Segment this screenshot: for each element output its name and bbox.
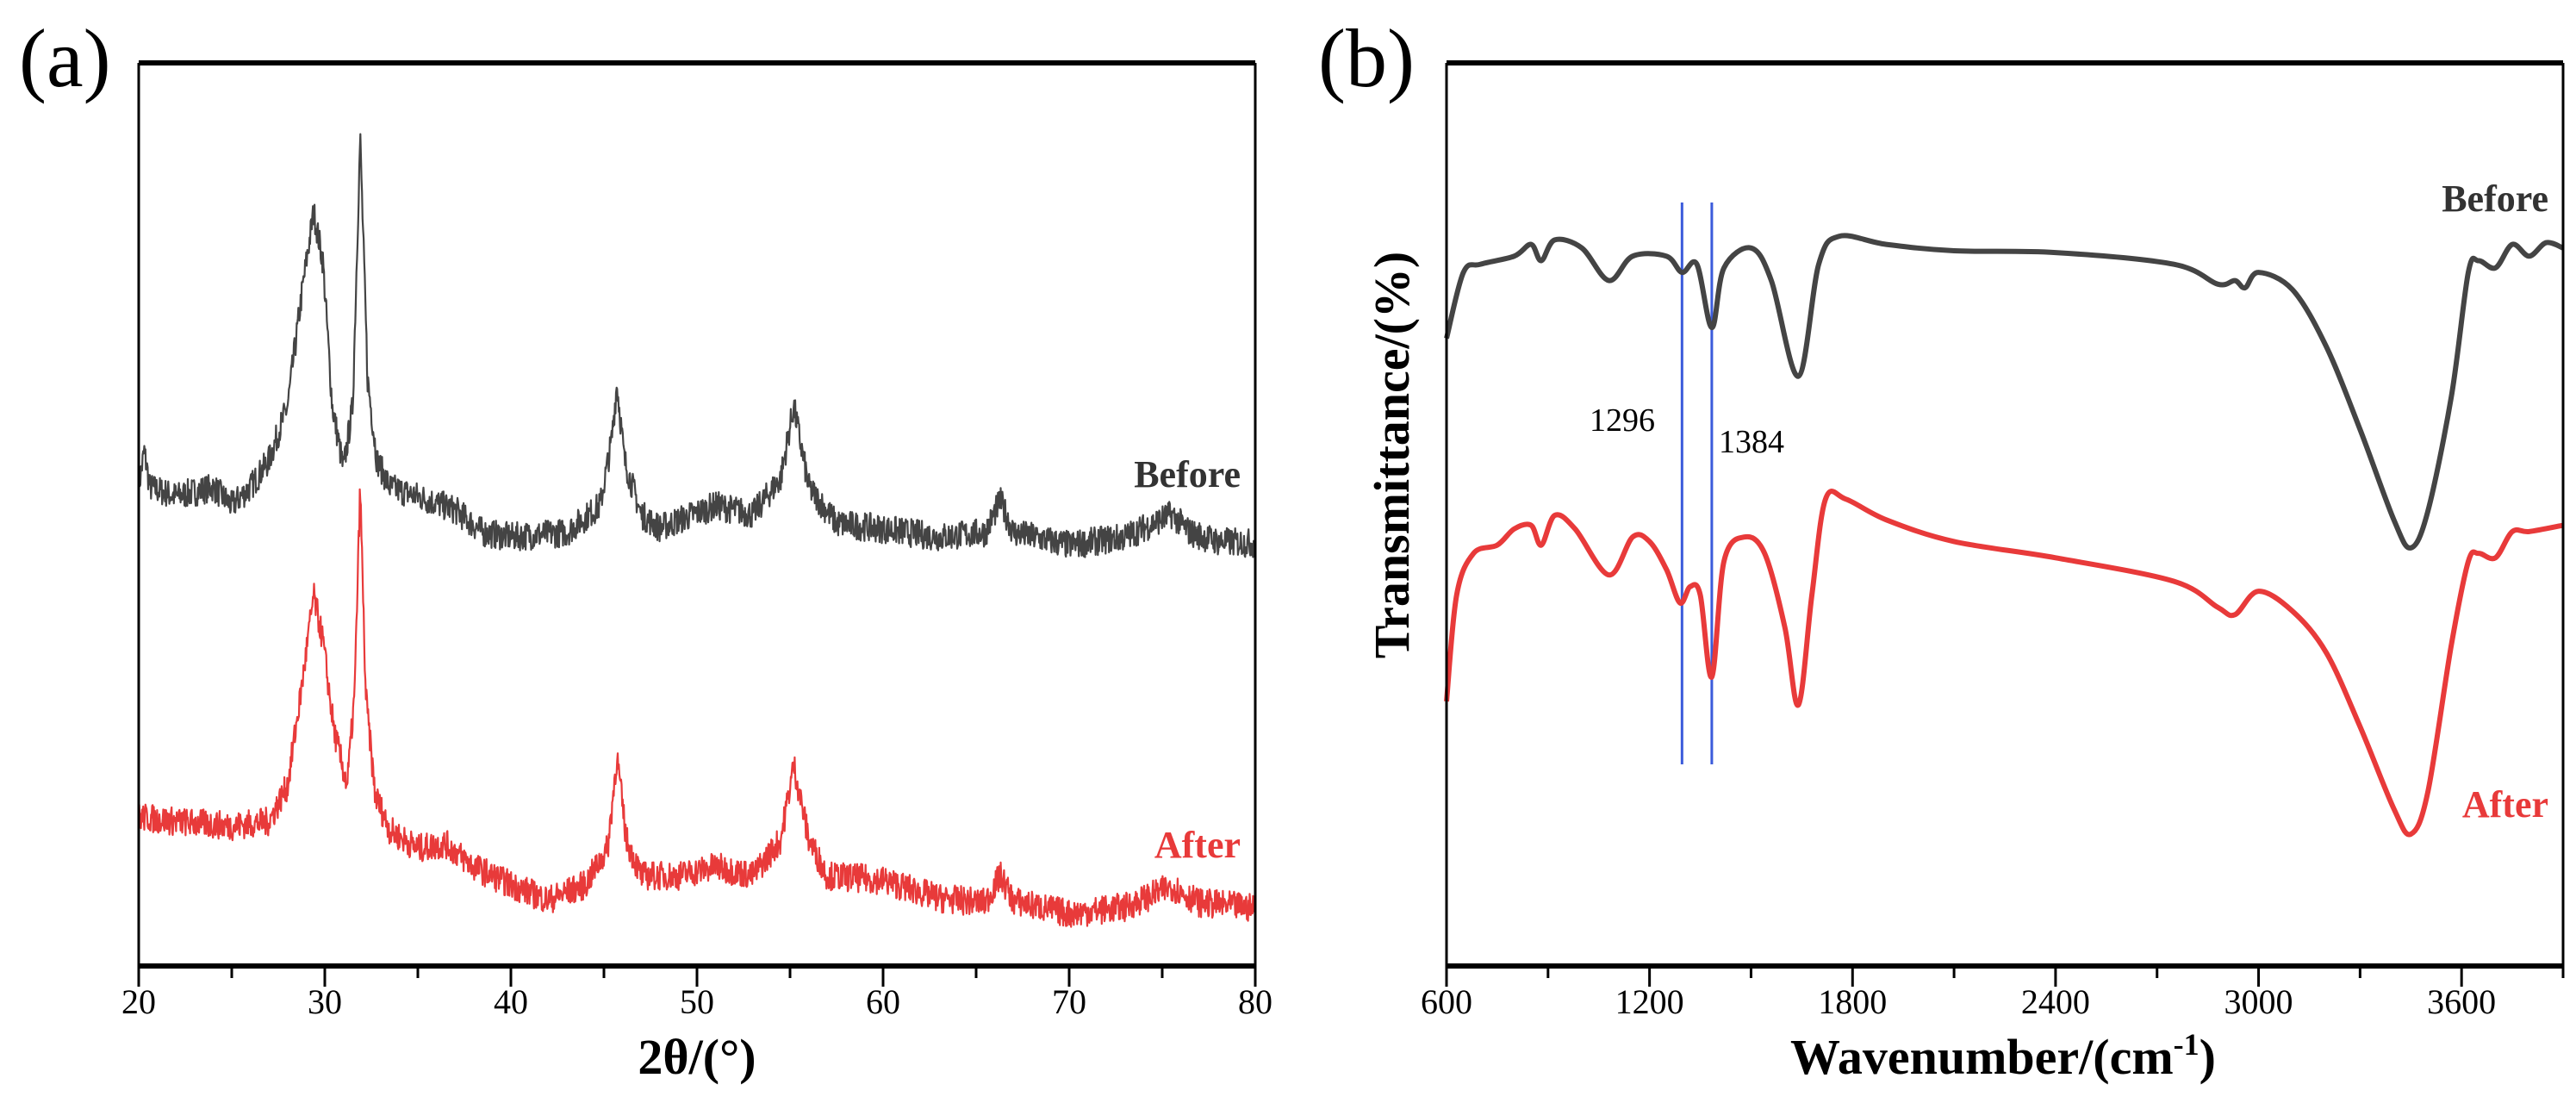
ftir-x-axis-title: Wavenumber/(cm-1) [1790,1027,2216,1085]
ftir-marker-lines [1680,203,1714,764]
x-tick-label: 3600 [2427,982,2496,1021]
ftir-label-after: After [2462,783,2548,826]
marker-label-1296: 1296 [1590,402,1655,439]
ftir-x-ticks: 600 1200 1800 2400 3000 3600 [1421,966,2565,1021]
x-tick-label: 50 [680,982,714,1021]
xrd-label-before: Before [1134,453,1241,495]
ftir-series-before-line [1444,233,2565,551]
marker-label-1384: 1384 [1719,424,1784,460]
x-tick-label: 70 [1052,982,1086,1021]
panel-label-a: (a) [19,12,111,104]
xrd-label-after: After [1154,824,1241,866]
panel-label-b: (b) [1318,12,1415,104]
ftir-x-axis-title-end: ) [2200,1029,2216,1085]
x-tick-label: 600 [1421,982,1472,1021]
ftir-axes-frame [1445,60,2565,969]
x-tick-label: 40 [494,982,528,1021]
ftir-series-group [1444,233,2565,838]
xrd-series-after-line [137,488,1257,928]
x-tick-label: 20 [121,982,156,1021]
x-tick-label: 1800 [1818,982,1887,1021]
ftir-panel: (b) 600 1200 1800 2400 3000 3600 1296 1384 Be… [1318,12,2565,1085]
xrd-x-axis-title: 2θ/(°) [638,1029,756,1085]
x-tick-label: 80 [1238,982,1272,1021]
x-tick-label: 1200 [1615,982,1684,1021]
ftir-y-axis-title: Transmittance/(%) [1364,252,1420,659]
xrd-x-ticks: 20 30 40 50 60 70 80 [121,966,1272,1021]
ftir-x-axis-title-sup: -1 [2174,1027,2200,1062]
x-tick-label: 3000 [2224,982,2293,1021]
xrd-series-before-line [137,133,1257,558]
ftir-series-after-line [1444,489,2564,838]
ftir-label-before: Before [2442,178,2548,220]
ftir-x-axis-title-main: Wavenumber/(cm [1790,1029,2174,1085]
x-tick-label: 2400 [2021,982,2090,1021]
xrd-series-group [137,133,1257,928]
x-tick-label: 30 [308,982,342,1021]
xrd-panel: (a) 20 30 40 50 60 70 80 Before After 2θ/(°) [19,12,1272,1085]
x-tick-label: 60 [866,982,900,1021]
